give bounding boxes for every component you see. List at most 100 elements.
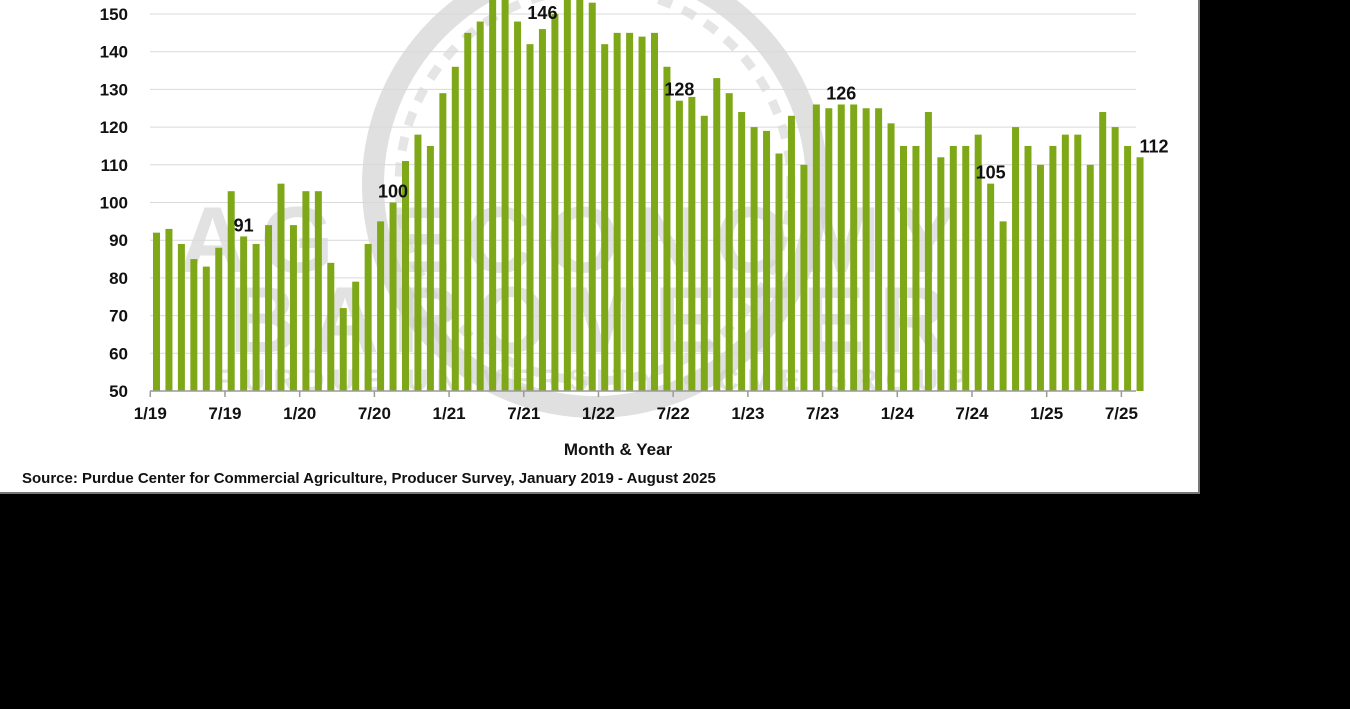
x-axis-ticks: 1/19 7/19 1/20 7/20 1/21 7/21 1/22 7/22 1/23 7/23… <box>134 404 1138 423</box>
bar <box>750 127 758 391</box>
bar <box>439 93 447 392</box>
y-tick-label: 80 <box>109 269 128 288</box>
bar <box>476 21 484 391</box>
x-tick-label: 7/22 <box>657 404 690 423</box>
bar <box>837 104 845 391</box>
bar <box>850 104 858 391</box>
y-tick-label: 150 <box>100 5 128 24</box>
source-note: Source: Purdue Center for Commercial Agr… <box>22 470 716 487</box>
bar <box>924 112 932 392</box>
data-label: 105 <box>976 163 1006 183</box>
bar <box>688 96 696 391</box>
bar <box>1086 164 1094 391</box>
bar <box>277 183 285 391</box>
bar <box>563 0 571 391</box>
x-tick-label: 1/19 <box>134 404 167 423</box>
bar <box>389 202 397 391</box>
bar <box>700 115 708 391</box>
x-tick-label: 7/25 <box>1105 404 1138 423</box>
bar <box>663 66 671 391</box>
bar <box>265 225 273 391</box>
bar <box>601 44 609 391</box>
bar <box>812 104 820 391</box>
bar <box>1049 145 1057 391</box>
y-tick-label: 140 <box>100 43 128 62</box>
y-tick-label: 110 <box>101 156 128 175</box>
bar <box>526 44 534 391</box>
y-tick-label: 70 <box>109 307 128 326</box>
x-axis <box>149 390 1136 397</box>
bar <box>949 145 957 391</box>
bar <box>289 225 297 391</box>
bar <box>875 108 883 391</box>
y-tick-label: 130 <box>100 80 128 99</box>
bar <box>202 266 210 391</box>
bar <box>713 78 721 391</box>
bar <box>1111 127 1119 391</box>
y-tick-label: 100 <box>100 194 128 213</box>
bar <box>153 232 160 391</box>
bar <box>402 161 409 391</box>
x-tick-label: 1/21 <box>433 404 466 423</box>
bar <box>1074 134 1082 391</box>
data-label: 126 <box>826 83 856 103</box>
bars <box>153 0 1144 392</box>
bar <box>738 112 746 392</box>
bar <box>1061 134 1069 391</box>
bar <box>775 153 783 391</box>
bar <box>588 2 596 391</box>
x-tick-label: 7/19 <box>208 404 241 423</box>
bar <box>451 66 459 391</box>
bar <box>1012 127 1020 391</box>
y-tick-label: 50 <box>109 382 128 401</box>
bar <box>725 93 733 392</box>
y-axis-ticks: 50 60 70 80 90 100 110 120 130 140 150 <box>100 5 128 401</box>
y-tick-label: 60 <box>109 344 128 363</box>
bar <box>626 32 634 391</box>
bar <box>763 130 771 391</box>
x-tick-label: 7/23 <box>806 404 839 423</box>
x-tick-label: 1/24 <box>881 404 915 423</box>
bar <box>912 145 920 391</box>
bar <box>1024 145 1032 391</box>
data-label: 112 <box>1140 136 1169 156</box>
x-tick-label: 7/20 <box>358 404 391 423</box>
bar <box>576 0 584 392</box>
x-tick-label: 7/24 <box>955 404 989 423</box>
bar <box>240 236 248 391</box>
bar <box>190 259 198 391</box>
bar <box>638 36 646 392</box>
bar <box>862 108 870 391</box>
x-tick-label: 1/22 <box>582 404 615 423</box>
bar <box>800 164 808 391</box>
bar <box>364 243 372 391</box>
y-tick-label: 120 <box>100 118 128 137</box>
bar <box>900 145 907 391</box>
bar <box>1136 157 1144 391</box>
bar <box>974 134 982 391</box>
y-tick-label: 90 <box>109 231 128 250</box>
bar <box>613 32 621 391</box>
bar <box>352 281 360 391</box>
bar <box>1036 164 1044 391</box>
bar <box>962 145 970 391</box>
bar <box>414 134 422 391</box>
bar <box>1124 145 1132 391</box>
data-labels: 91 100 146 128 126 105 112 <box>234 3 1169 235</box>
bar <box>339 308 347 391</box>
bar <box>426 145 434 391</box>
bar <box>464 32 472 391</box>
data-label: 100 <box>378 182 408 202</box>
bar <box>887 123 895 391</box>
bar <box>165 228 173 391</box>
bar <box>489 0 497 391</box>
bar <box>787 115 795 391</box>
bar <box>999 221 1007 391</box>
chart-panel: AG ECONOMY BAROMETER PURDUE UNIVERSITY •… <box>0 0 1200 494</box>
bar <box>937 157 945 391</box>
bar <box>227 191 235 391</box>
bar <box>252 243 260 391</box>
bar <box>551 14 559 391</box>
bar <box>177 243 185 391</box>
x-tick-label: 7/21 <box>507 404 540 423</box>
